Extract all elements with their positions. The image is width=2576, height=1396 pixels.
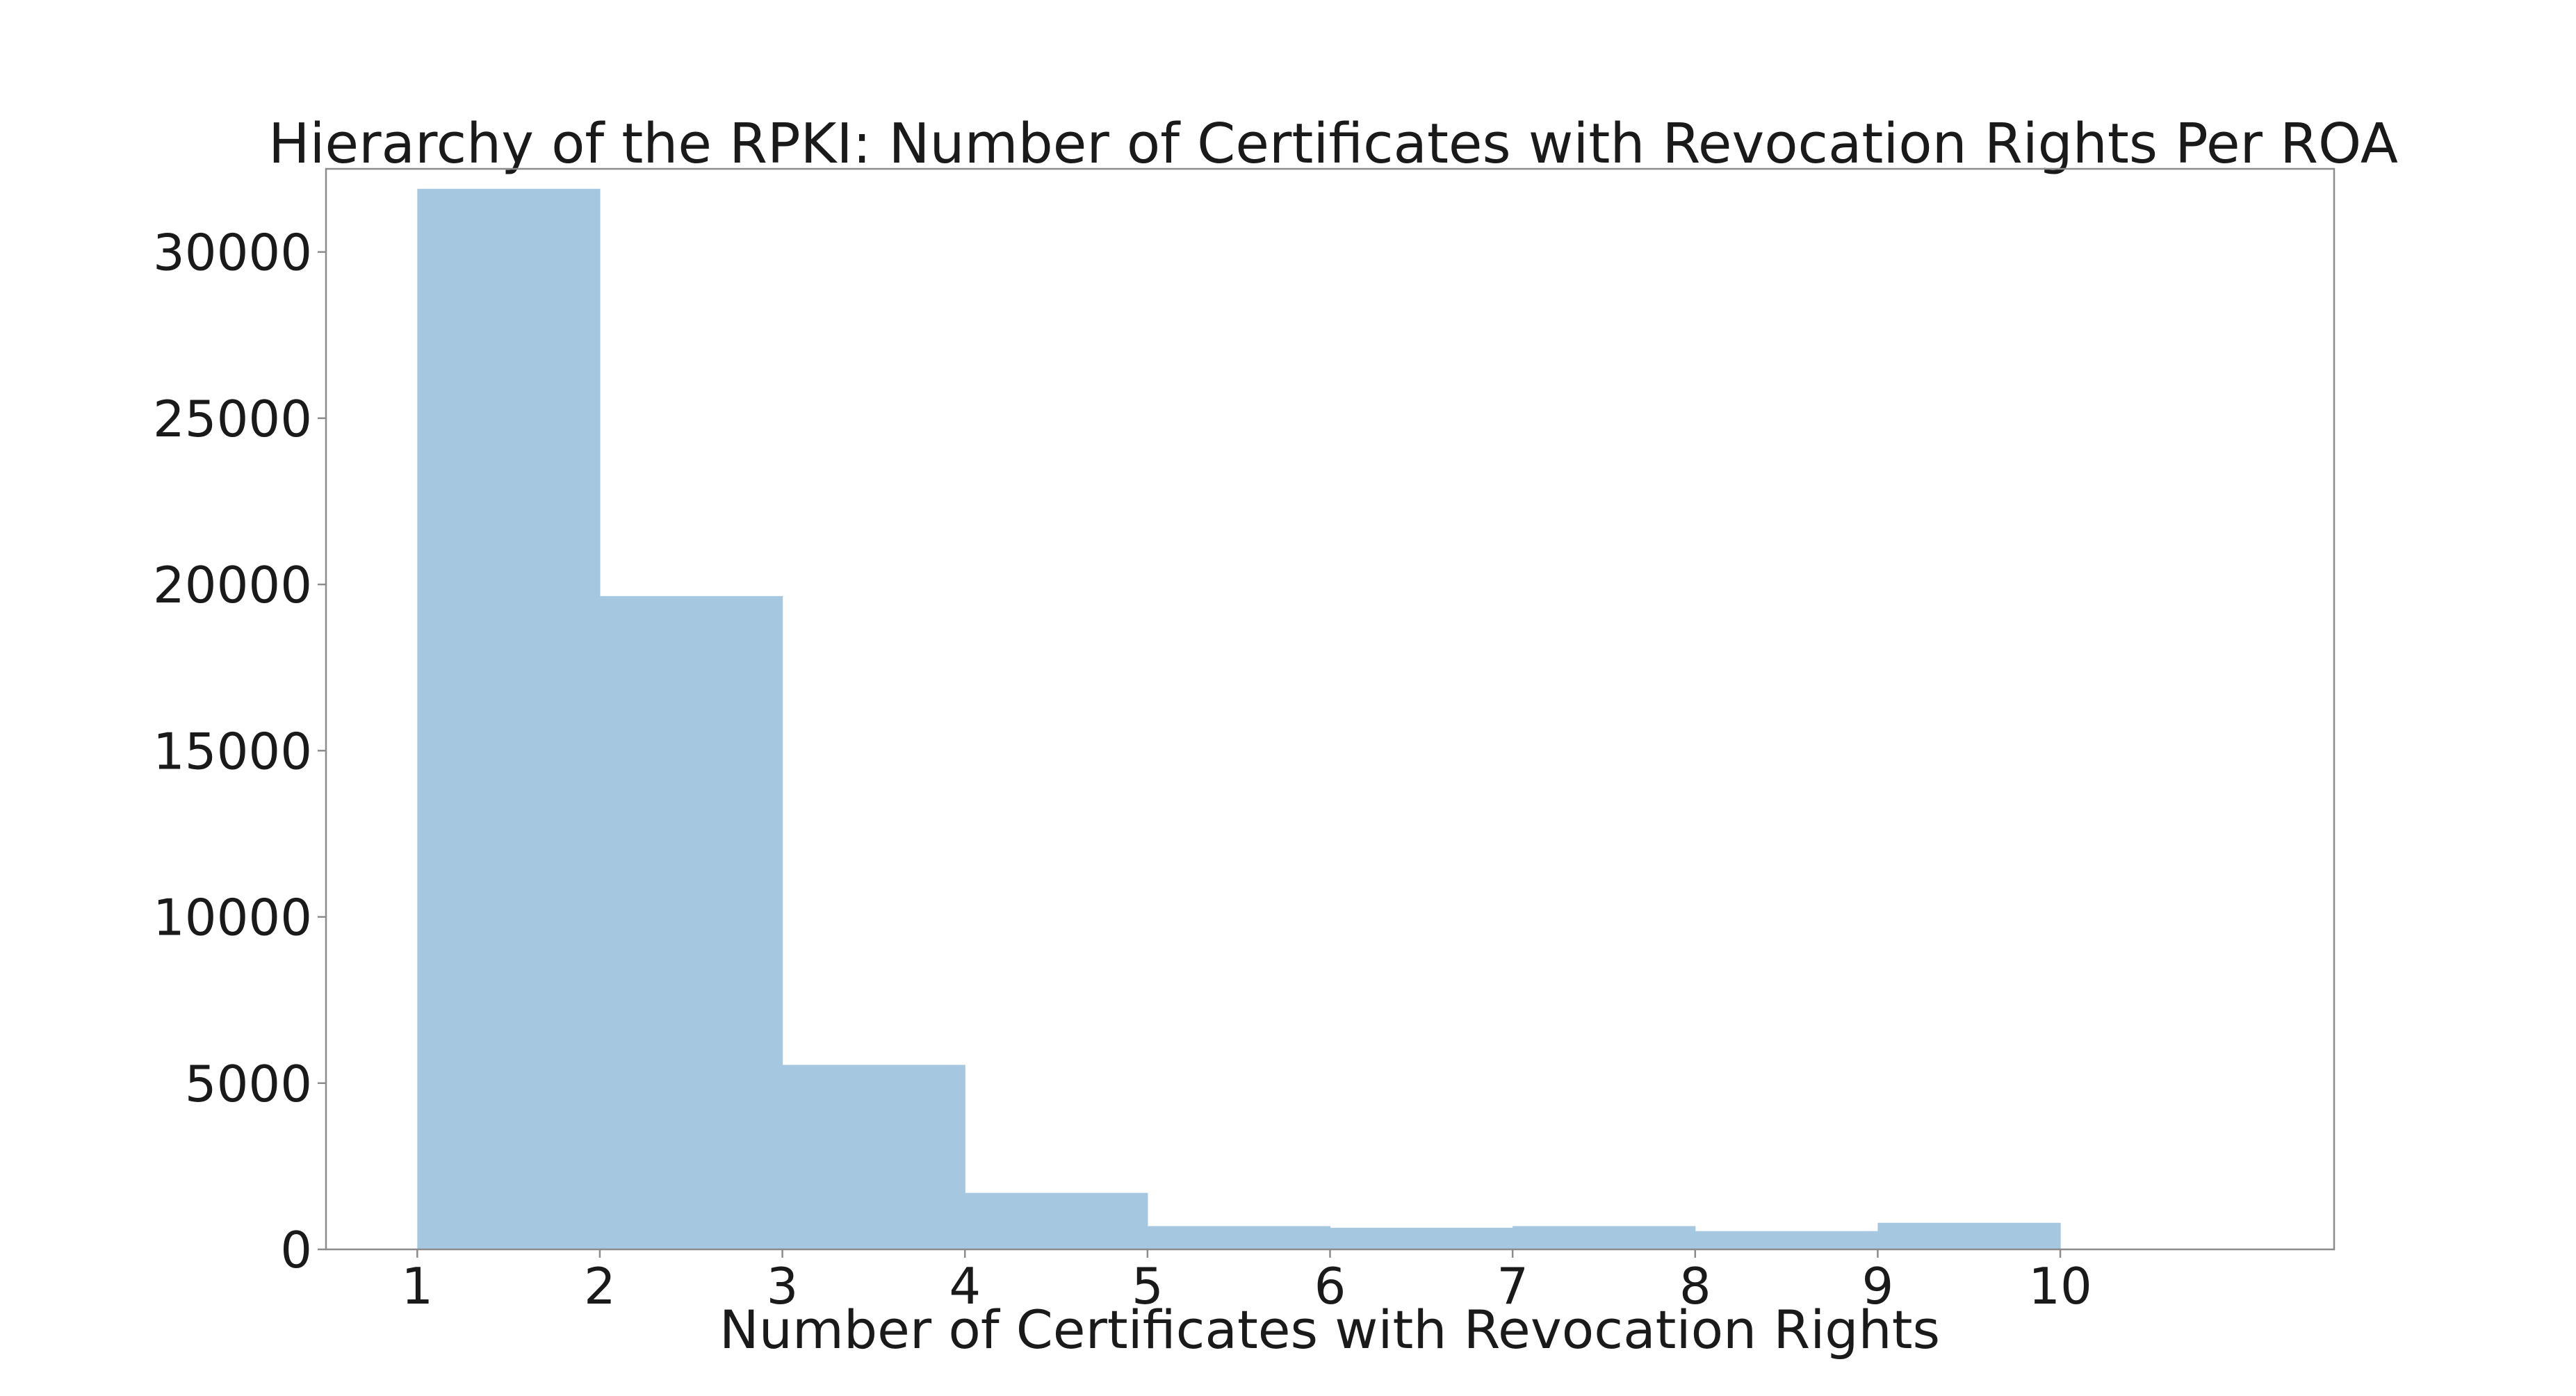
x-tick-label: 7 xyxy=(1497,1257,1529,1315)
y-tick-label: 5000 xyxy=(185,1055,312,1113)
y-tick-label: 10000 xyxy=(153,889,312,947)
x-tick-label: 3 xyxy=(767,1257,799,1315)
bars-group xyxy=(417,188,2061,1249)
histogram-bar-7 xyxy=(1513,1226,1696,1249)
histogram-bar-6 xyxy=(1330,1227,1513,1249)
x-tick-label: 9 xyxy=(1862,1257,1894,1315)
x-tick-label: 5 xyxy=(1132,1257,1164,1315)
histogram-bar-1 xyxy=(417,188,601,1249)
x-tick-label: 10 xyxy=(2028,1257,2092,1315)
chart-title: Hierarchy of the RPKI: Number of Certifi… xyxy=(268,112,2398,176)
histogram-bar-9 xyxy=(1877,1222,2061,1249)
x-tick-label: 4 xyxy=(949,1257,981,1315)
x-tick-label: 6 xyxy=(1314,1257,1346,1315)
histogram-bar-3 xyxy=(782,1065,965,1249)
x-tick-label: 2 xyxy=(584,1257,616,1315)
y-axis: 0 5000 10000 15000 20000 25000 30000 xyxy=(153,224,326,1279)
y-tick-label: 20000 xyxy=(153,556,312,614)
histogram-bar-5 xyxy=(1147,1226,1331,1249)
y-tick-label: 15000 xyxy=(153,722,312,780)
x-axis: 1 2 3 4 5 6 7 8 9 10 xyxy=(401,1249,2092,1315)
histogram-bar-8 xyxy=(1695,1231,1879,1249)
y-tick-label: 25000 xyxy=(153,390,312,448)
histogram-bar-2 xyxy=(599,596,783,1249)
x-tick-label: 1 xyxy=(401,1257,433,1315)
y-tick-label: 30000 xyxy=(153,224,312,282)
x-axis-label: Number of Certificates with Revocation R… xyxy=(719,1299,1940,1361)
x-tick-label: 8 xyxy=(1679,1257,1711,1315)
histogram-bar-4 xyxy=(965,1192,1148,1249)
y-tick-label: 0 xyxy=(280,1221,312,1279)
